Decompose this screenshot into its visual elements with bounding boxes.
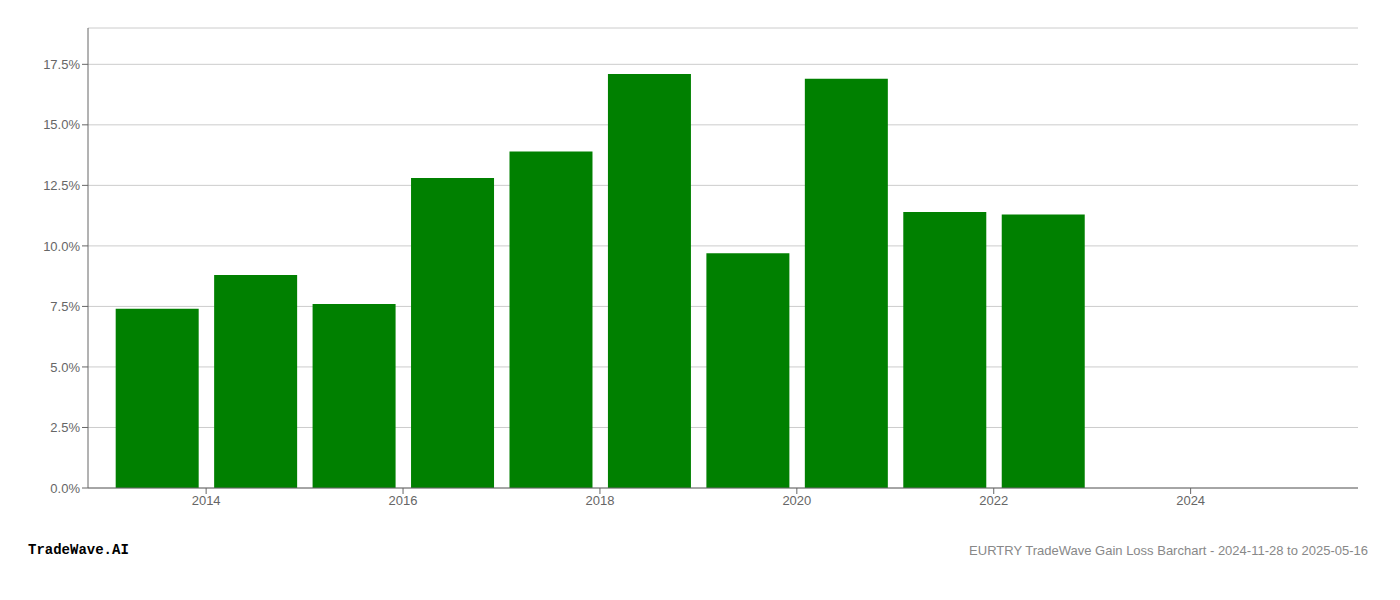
svg-text:2.5%: 2.5% [50, 420, 80, 435]
svg-text:2020: 2020 [782, 493, 811, 508]
svg-text:2018: 2018 [585, 493, 614, 508]
html-text:TradeWave.AI: TradeWave.AI [28, 542, 129, 558]
svg-text:2016: 2016 [389, 493, 418, 508]
svg-text:15.0%: 15.0% [43, 117, 80, 132]
svg-text:7.5%: 7.5% [50, 299, 80, 314]
svg-text:5.0%: 5.0% [50, 360, 80, 375]
svg-text:2022: 2022 [979, 493, 1008, 508]
svg-text:12.5%: 12.5% [43, 178, 80, 193]
svg-text:17.5%: 17.5% [43, 57, 80, 72]
svg-text:2014: 2014 [192, 493, 221, 508]
svg-text:10.0%: 10.0% [43, 239, 80, 254]
html-text:EURTRY TradeWave Gain Loss Bar: EURTRY TradeWave Gain Loss Barchart - 20… [969, 543, 1368, 558]
svg-text:0.0%: 0.0% [50, 481, 80, 496]
svg-text:2024: 2024 [1176, 493, 1205, 508]
